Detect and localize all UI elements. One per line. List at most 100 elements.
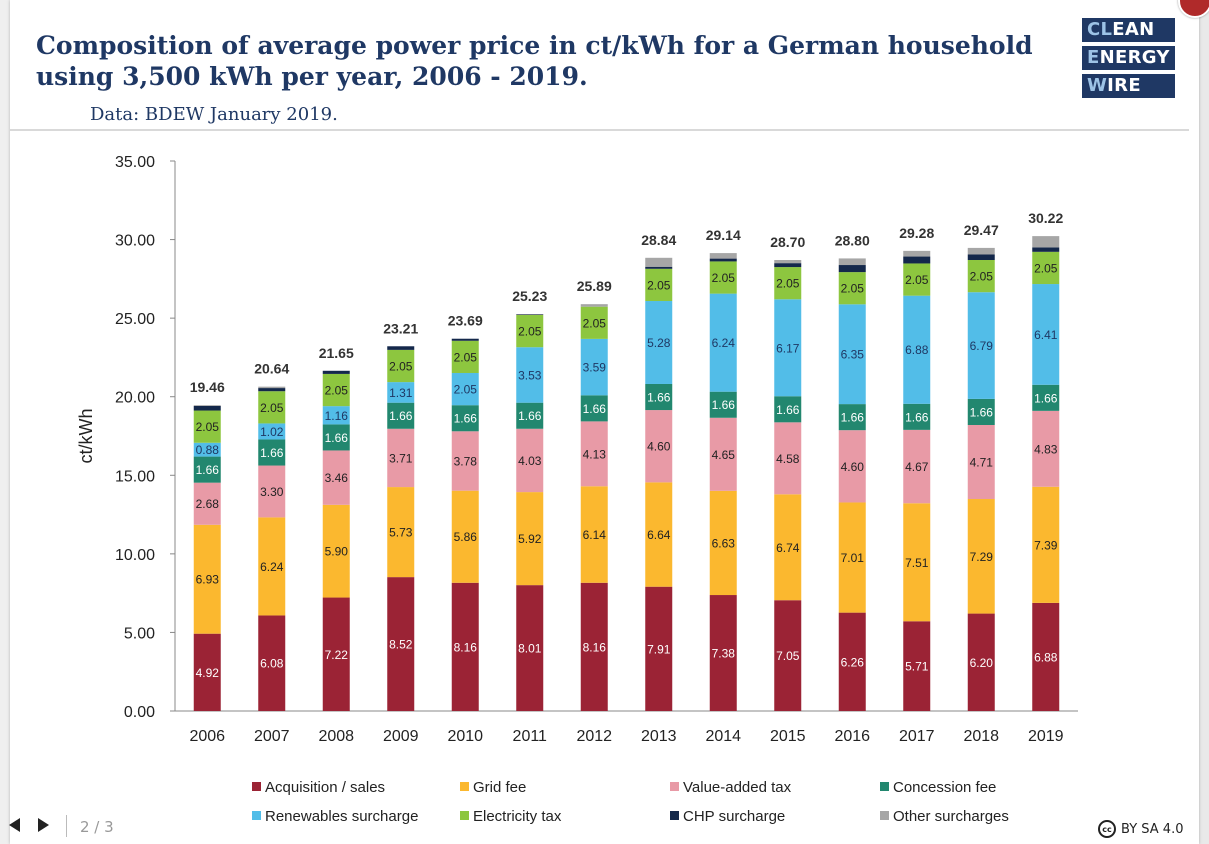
bar-segment (967, 260, 995, 293)
bar-segment (903, 429, 931, 504)
bar-segment (1032, 410, 1060, 487)
bar-segment (451, 431, 479, 491)
bar-segment (580, 395, 608, 422)
y-axis-label: ct/kWh (76, 408, 96, 463)
data-label: 6.24 (712, 336, 736, 350)
bar-segment (387, 382, 415, 403)
bar-segment (193, 410, 221, 443)
nav-divider (66, 815, 67, 837)
bar-segment (516, 347, 544, 403)
total-label: 23.21 (383, 320, 418, 336)
data-label: 6.08 (260, 657, 284, 671)
legend-label: Renewables surcharge (265, 808, 418, 825)
bar-segment (322, 373, 350, 407)
data-label: 1.66 (970, 405, 994, 419)
total-label: 21.65 (319, 345, 354, 361)
bar-segment (709, 293, 737, 392)
total-label: 23.69 (448, 313, 483, 329)
bar-segment (967, 247, 995, 255)
data-label: 7.91 (647, 642, 671, 656)
data-label: 5.73 (389, 526, 413, 540)
bar-segment (967, 254, 995, 260)
data-label: 3.71 (389, 451, 413, 465)
data-label: 2.05 (454, 383, 478, 397)
bar-segment (709, 391, 737, 418)
x-tick-label: 2009 (383, 728, 419, 745)
corner-badge-icon[interactable] (1178, 0, 1209, 18)
y-tick-label: 30.00 (115, 233, 155, 250)
next-slide-button[interactable] (38, 818, 49, 832)
bar-segment (838, 304, 866, 405)
logo-line-1: CLEAN (1082, 18, 1175, 42)
total-label: 19.46 (190, 379, 225, 395)
total-label: 29.14 (706, 227, 741, 243)
data-label: 0.88 (196, 443, 220, 457)
x-tick-label: 2016 (834, 728, 870, 745)
bar-segment (322, 406, 350, 425)
bar-segment (1032, 486, 1060, 603)
y-tick-label: 25.00 (115, 311, 155, 328)
chart-subtitle: Data: BDEW January 2019. (90, 104, 338, 125)
data-label: 3.46 (325, 471, 349, 485)
data-label: 1.66 (647, 391, 671, 405)
data-label: 4.60 (841, 460, 865, 474)
chart-title: Composition of average power price in ct… (36, 31, 1033, 91)
bar-segment (580, 582, 608, 711)
bar-segment (258, 439, 286, 466)
bar-segment (1032, 236, 1060, 248)
y-tick-label: 10.00 (115, 547, 155, 564)
previous-slide-button[interactable] (9, 818, 20, 832)
legend-swatch (670, 811, 679, 820)
x-tick-label: 2008 (318, 728, 354, 745)
bar-segment (387, 428, 415, 488)
bar-segment (1032, 602, 1060, 711)
total-label: 25.89 (577, 278, 612, 294)
data-label: 4.58 (776, 452, 800, 466)
logo-line-3: WIRE (1082, 74, 1175, 98)
data-label: 4.71 (970, 456, 994, 470)
bar-segment (709, 417, 737, 491)
data-label: 4.60 (647, 440, 671, 454)
bar-segment (774, 422, 802, 495)
bar-segment (387, 487, 415, 578)
bar-segment (193, 456, 221, 483)
data-label: 5.90 (325, 545, 349, 559)
legend-label: Value-added tax (683, 779, 792, 796)
data-label: 7.39 (1034, 538, 1058, 552)
bar-segment (193, 524, 221, 634)
bar-segment (451, 338, 479, 341)
data-label: 5.71 (905, 660, 929, 674)
data-label: 6.20 (970, 656, 994, 670)
bar-segment (516, 402, 544, 429)
data-label: 6.26 (841, 655, 865, 669)
bar-segment (516, 585, 544, 711)
bar-segment (774, 600, 802, 711)
data-label: 2.05 (970, 270, 994, 284)
x-tick-label: 2006 (189, 728, 225, 745)
bar-segment (645, 586, 673, 711)
data-label: 1.66 (1034, 391, 1058, 405)
clean-energy-wire-logo: CLEAN ENERGY WIRE (1082, 18, 1175, 102)
bar-segment (580, 486, 608, 583)
bar-segment (903, 250, 931, 257)
bar-segment (967, 499, 995, 614)
x-tick-label: 2014 (705, 728, 741, 745)
bar-segment (709, 253, 737, 259)
bar-segment (258, 391, 286, 424)
legend-swatch (880, 782, 889, 791)
data-label: 2.05 (712, 271, 736, 285)
data-label: 7.29 (970, 550, 994, 564)
data-label: 5.92 (518, 532, 542, 546)
license-text: BY SA 4.0 (1121, 821, 1184, 837)
bar-segment (645, 482, 673, 587)
data-label: 1.66 (196, 463, 220, 477)
bar-segment (451, 490, 479, 583)
x-tick-label: 2011 (513, 728, 548, 745)
bar-segment (193, 633, 221, 711)
data-label: 1.66 (518, 409, 542, 423)
bar-segment (322, 424, 350, 451)
data-label: 1.16 (325, 409, 349, 423)
bar-segment (580, 421, 608, 487)
bar-segment (387, 349, 415, 383)
total-label: 28.70 (770, 234, 805, 250)
